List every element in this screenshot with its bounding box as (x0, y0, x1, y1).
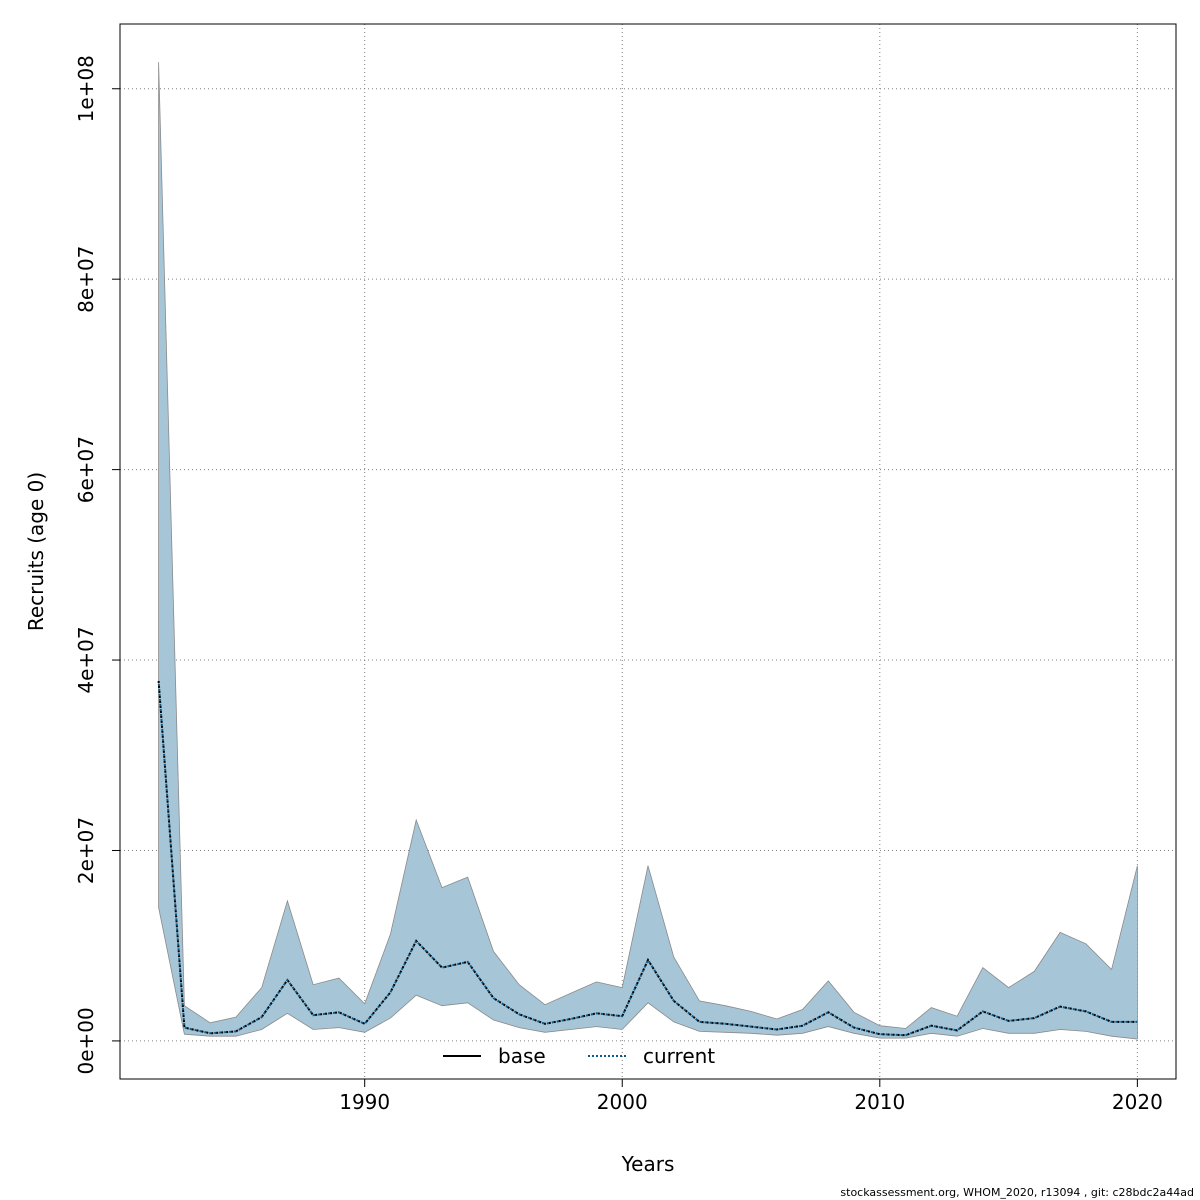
y-tick-label-5: 1e+08 (74, 55, 98, 122)
y-tick-label-2: 4e+07 (74, 626, 98, 693)
plot-frame (119, 23, 1177, 1080)
y-axis: 0e+00 2e+07 4e+07 6e+07 8e+07 1e+08 (74, 55, 120, 1075)
confidence-band (158, 62, 1138, 1040)
legend-label-current: current (643, 1044, 715, 1068)
x-tick-label-0: 1990 (339, 1090, 390, 1114)
legend-label-base: base (498, 1044, 546, 1068)
legend: base current (443, 1044, 715, 1068)
x-axis-title: Years (621, 1152, 675, 1176)
y-tick-label-4: 8e+07 (74, 246, 98, 313)
x-tick-label-1: 2000 (597, 1090, 648, 1114)
grid-lines (120, 24, 1176, 1079)
y-tick-label-0: 0e+00 (74, 1007, 98, 1074)
x-tick-label-2: 2010 (854, 1090, 905, 1114)
x-tick-label-3: 2020 (1112, 1090, 1163, 1114)
x-axis: 1990 2000 2010 2020 (339, 1079, 1163, 1114)
series-line-base (157, 680, 1138, 1037)
y-tick-label-3: 6e+07 (74, 436, 98, 503)
footer-credit: stockassessment.org, WHOM_2020, r13094 ,… (840, 1186, 1194, 1199)
y-tick-label-1: 2e+07 (74, 817, 98, 884)
y-axis-title: Recruits (age 0) (24, 472, 48, 631)
